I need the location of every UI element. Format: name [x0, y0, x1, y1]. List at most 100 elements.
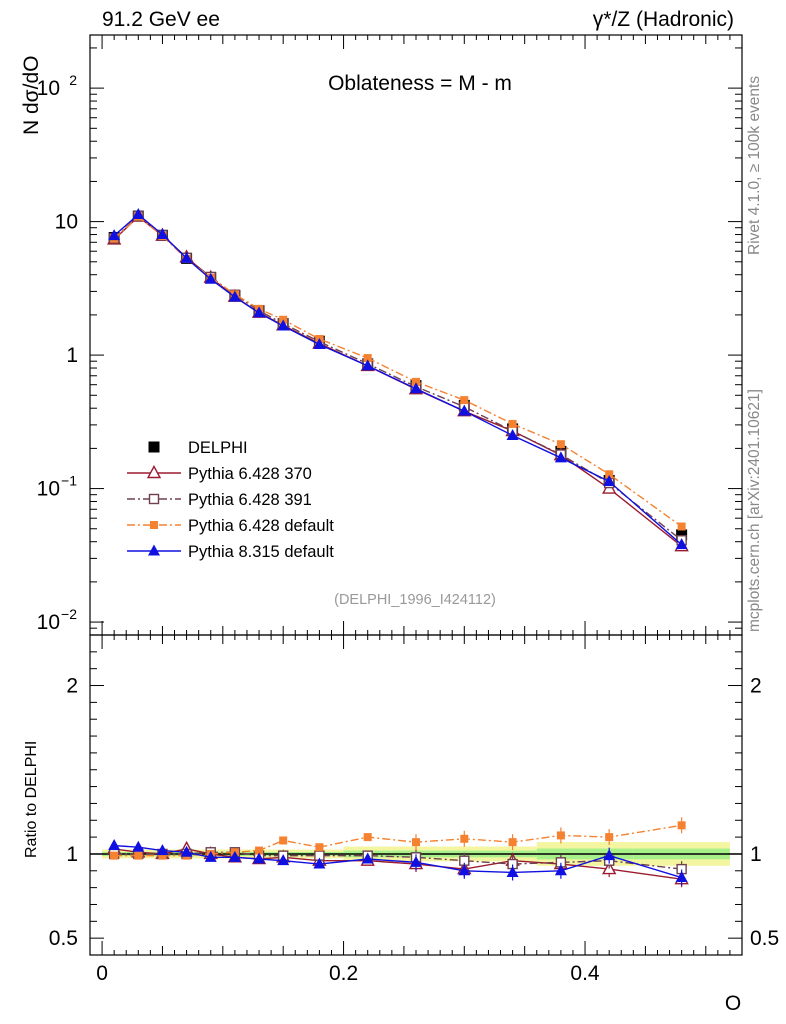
legend-item: Pythia 6.428 default [127, 517, 334, 535]
series-pythia-6-428-default [110, 212, 686, 860]
y-tick-label-main: 10 −1 [37, 473, 78, 501]
ratio-point [410, 855, 422, 867]
ratio-point [458, 864, 471, 876]
data-point [412, 377, 420, 386]
ratio-y-axis-label: Ratio to DELPHI [23, 741, 40, 858]
header-left: 91.2 GeV ee [102, 8, 220, 31]
ratio-point [279, 836, 288, 845]
y-tick-label-ratio: 0.5 [49, 927, 78, 950]
y-tick-label-main: 1 [66, 344, 78, 367]
y-tick-label-ratio: 2 [66, 675, 78, 698]
svg-text:10: 10 [37, 611, 60, 634]
legend-label: Pythia 6.428 370 [188, 465, 312, 483]
data-point [313, 338, 326, 350]
ratio-point [255, 846, 264, 855]
data-point [603, 474, 616, 486]
legend-label: DELPHI [188, 439, 248, 457]
legend-label: Pythia 8.315 default [188, 543, 334, 561]
data-point [676, 529, 688, 541]
legend: DELPHI Pythia 6.428 370 Pythia 6.428 391 Py… [127, 439, 334, 561]
data-point [277, 319, 290, 331]
series-line [113, 213, 683, 546]
svg-text:1: 1 [66, 344, 78, 367]
series-pythia-8-315-default [108, 208, 688, 886]
series-line [113, 215, 683, 528]
y-tick-label-main: 10 2 [37, 72, 78, 100]
ratio-point [110, 851, 119, 860]
data-point [677, 522, 686, 531]
ratio-point [313, 857, 326, 869]
ratio-point [204, 850, 217, 862]
data-point [361, 359, 374, 371]
ratio-point [315, 843, 324, 852]
ratio-point [228, 850, 241, 862]
ratio-point [156, 844, 169, 856]
ratio-point [361, 852, 374, 864]
ratio-point [554, 864, 567, 876]
ratio-point [605, 833, 614, 842]
data-point [556, 440, 565, 449]
ratio-point [677, 821, 686, 830]
legend-item: DELPHI [148, 439, 248, 457]
svg-text:10: 10 [37, 478, 60, 501]
ratio-point [134, 851, 143, 860]
y-tick-label-ratio-right: 2 [750, 675, 762, 698]
data-point [506, 428, 519, 440]
ratio-point [508, 838, 517, 847]
svg-text:−2: −2 [61, 606, 77, 622]
ratio-point [108, 839, 121, 851]
ratio-line [114, 844, 682, 879]
y-tick-label-main: 10 [55, 211, 78, 234]
ratio-point [603, 849, 616, 861]
y-tick-label-ratio: 1 [66, 843, 78, 866]
data-point [363, 354, 372, 363]
x-axis-label: O [725, 992, 741, 1015]
ratio-line [114, 824, 682, 857]
legend-marker [146, 465, 162, 479]
y-ticks-main [90, 47, 742, 636]
data-point [554, 451, 567, 463]
x-tick-label: 0.2 [329, 962, 358, 985]
svg-text:2: 2 [69, 72, 77, 88]
analysis-tag: (DELPHI_1996_I424112) [334, 592, 496, 608]
legend-label: Pythia 6.428 default [188, 517, 334, 535]
data-point [132, 208, 145, 220]
svg-text:−1: −1 [61, 473, 77, 489]
legend-marker [148, 544, 160, 556]
ratio-point [556, 831, 565, 840]
ratio-line [114, 851, 682, 870]
ratio-point [506, 865, 519, 877]
ratio-point [675, 871, 688, 883]
x-tick-label: 0 [96, 962, 108, 985]
ratio-point [460, 834, 469, 843]
data-point [675, 538, 688, 550]
data-point [605, 470, 614, 479]
y-tick-label-ratio-right: 0.5 [750, 927, 779, 950]
data-point [204, 272, 217, 284]
legend-marker [150, 521, 158, 529]
ratio-point [412, 838, 420, 847]
data-point [458, 404, 471, 416]
ratio-point [158, 851, 167, 860]
y-axis-label: N dσ/dO [20, 56, 43, 136]
y-tick-label-main: 10 −2 [37, 606, 78, 634]
data-point [180, 251, 193, 263]
data-point [410, 382, 422, 394]
data-point [156, 228, 169, 240]
legend-marker [148, 441, 160, 453]
data-point [508, 419, 517, 428]
y-tick-label-ratio-right: 1 [750, 843, 762, 866]
ratio-frame [89, 634, 743, 956]
ratio-point [132, 840, 145, 852]
chart-title: Oblateness = M - m [328, 72, 512, 95]
x-tick-label: 0.4 [570, 962, 600, 985]
x-ticks [101, 35, 743, 955]
legend-label: Pythia 6.428 391 [188, 491, 312, 509]
ratio-point [180, 845, 193, 857]
legend-marker [148, 493, 160, 505]
data-point [228, 290, 241, 302]
svg-text:10: 10 [37, 77, 60, 100]
ratio-point [277, 854, 290, 866]
y-ticks-ratio [90, 634, 742, 956]
